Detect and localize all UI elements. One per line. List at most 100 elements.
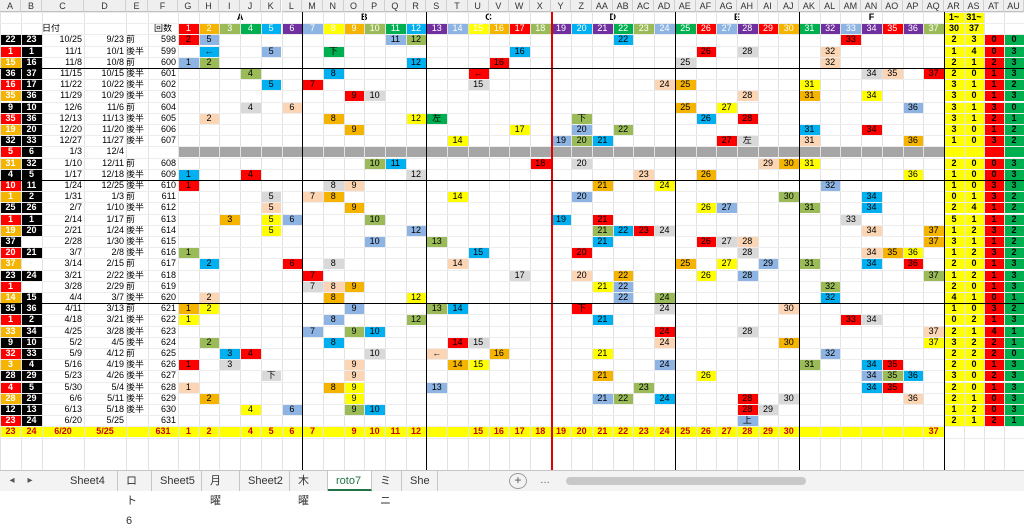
number-cell[interactable]: 34	[861, 314, 882, 326]
number-cell[interactable]: 7	[302, 79, 323, 91]
number-cell[interactable]: 3	[219, 213, 241, 225]
row-date-d[interactable]: 10/29	[101, 90, 124, 101]
column-header-ak[interactable]: AK	[799, 0, 820, 12]
number-cell[interactable]: 12	[405, 34, 427, 46]
number-cell[interactable]: 15	[467, 359, 489, 371]
number-cell[interactable]: 21	[592, 180, 613, 191]
row-date-c[interactable]: 3/7	[69, 247, 82, 258]
number-cell[interactable]: 9	[343, 381, 365, 393]
row-draw-count[interactable]: 609	[160, 168, 176, 179]
row-date-c[interactable]: 4/11	[65, 303, 82, 314]
number-cell[interactable]: 1	[178, 381, 199, 393]
number-cell[interactable]: 21	[592, 135, 613, 147]
row-date-c[interactable]: 6/13	[64, 404, 82, 414]
number-cell[interactable]: 9	[343, 180, 365, 191]
column-header-r[interactable]: R	[405, 0, 427, 12]
number-cell[interactable]: 31	[799, 90, 820, 102]
row-date-c[interactable]: 6/6	[69, 392, 82, 403]
number-cell[interactable]: 12	[405, 168, 427, 180]
number-cell[interactable]: 10	[364, 90, 385, 102]
row-half-label[interactable]: 後半	[126, 370, 145, 381]
row-date-d[interactable]: 4/12	[106, 348, 124, 358]
row-date-d[interactable]: 3/21	[106, 314, 124, 325]
row-draw-count[interactable]: 617	[160, 258, 176, 269]
column-header-p[interactable]: P	[364, 0, 385, 12]
row-date-c[interactable]: 12/6	[64, 101, 82, 112]
number-cell[interactable]: 36	[902, 392, 924, 404]
row-date-d[interactable]: 2/22	[106, 269, 124, 280]
column-header-aq[interactable]: AQ	[923, 0, 944, 12]
number-cell[interactable]: 22	[612, 224, 634, 236]
number-cell[interactable]: 35	[881, 370, 903, 382]
number-cell[interactable]: 11	[385, 157, 406, 169]
row-half-label[interactable]: 前	[126, 348, 136, 358]
number-cell[interactable]: 9	[343, 280, 365, 292]
number-cell[interactable]: 15	[467, 247, 489, 259]
row-date-d[interactable]: 11/27	[102, 135, 124, 146]
row-date-c[interactable]: 5/16	[64, 359, 82, 370]
number-cell[interactable]: 34	[861, 202, 882, 214]
number-cell[interactable]: ←	[467, 68, 489, 79]
column-header-n[interactable]: N	[322, 0, 344, 12]
number-cell[interactable]: 23	[633, 381, 655, 393]
number-cell[interactable]: 6	[281, 258, 303, 270]
column-header-ap[interactable]: AP	[902, 0, 924, 12]
number-cell[interactable]: 2	[198, 292, 220, 303]
number-cell[interactable]: 34	[861, 258, 882, 270]
number-cell[interactable]: 3	[219, 348, 241, 359]
number-cell[interactable]: 21	[592, 314, 613, 326]
sheet-tab-1[interactable]: ロト6	[118, 471, 152, 527]
number-cell[interactable]: 14	[447, 258, 468, 270]
number-cell[interactable]: 17	[509, 124, 530, 135]
number-cell[interactable]: 6	[281, 101, 303, 113]
row-date-d[interactable]: 3/13	[106, 303, 124, 314]
row-half-label[interactable]: 後半	[126, 180, 145, 190]
row-date-c[interactable]: 10/25	[59, 34, 82, 45]
row-half-label[interactable]: 後半	[126, 90, 145, 101]
number-cell[interactable]: 25	[674, 101, 696, 113]
row-half-label[interactable]: 後半	[126, 359, 145, 370]
number-cell[interactable]: 6	[281, 404, 303, 415]
row-date-c[interactable]: 1/24	[64, 180, 82, 190]
number-cell[interactable]: 22	[612, 269, 634, 281]
row-date-c[interactable]: 12/13	[59, 112, 82, 123]
number-cell[interactable]: 37	[923, 236, 944, 247]
number-cell[interactable]: 28	[736, 247, 758, 259]
number-cell[interactable]: 28	[736, 90, 758, 102]
number-cell[interactable]: ←	[198, 45, 220, 57]
number-cell[interactable]: 34	[861, 370, 882, 382]
row-half-label[interactable]	[126, 146, 148, 157]
number-cell[interactable]: 30	[778, 336, 800, 348]
row-half-label[interactable]: 後半	[126, 325, 145, 336]
number-cell[interactable]: 9	[343, 392, 365, 404]
sheet-tab-6[interactable]: roto7	[328, 471, 372, 491]
number-cell[interactable]: 24	[654, 303, 675, 315]
row-half-label[interactable]: 後半	[126, 336, 145, 347]
number-cell[interactable]: 13	[426, 236, 448, 247]
row-draw-count[interactable]: 610	[160, 180, 176, 190]
row-half-label[interactable]: 後半	[126, 202, 145, 213]
row-half-label[interactable]: 後半	[126, 381, 145, 392]
number-cell[interactable]: 9	[343, 124, 365, 135]
row-half-label[interactable]: 後半	[126, 236, 145, 246]
row-date-d[interactable]: 11/20	[102, 124, 124, 134]
number-cell[interactable]: 6	[281, 213, 303, 225]
row-date-d[interactable]: 2/15	[106, 258, 124, 269]
row-draw-count[interactable]: 623	[160, 325, 176, 336]
number-cell[interactable]: 27	[716, 202, 737, 214]
row-date-c[interactable]: 4/25	[64, 325, 82, 336]
number-cell[interactable]: 20	[571, 135, 593, 147]
column-header-ag[interactable]: AG	[716, 0, 737, 12]
number-cell[interactable]: 36	[902, 258, 924, 270]
add-sheet-button[interactable]: +	[509, 473, 527, 489]
number-cell[interactable]: 13	[426, 381, 448, 393]
number-cell[interactable]: 21	[592, 224, 613, 236]
number-cell[interactable]: 9	[343, 370, 365, 382]
number-cell[interactable]: 21	[592, 280, 613, 292]
row-date-d[interactable]: 5/18	[106, 404, 124, 414]
number-cell[interactable]: 4	[240, 404, 261, 415]
number-cell[interactable]: 5	[260, 45, 282, 57]
number-cell[interactable]: 19	[550, 213, 572, 225]
column-header-i[interactable]: I	[219, 0, 241, 12]
row-date-d[interactable]: 10/22	[101, 79, 124, 90]
